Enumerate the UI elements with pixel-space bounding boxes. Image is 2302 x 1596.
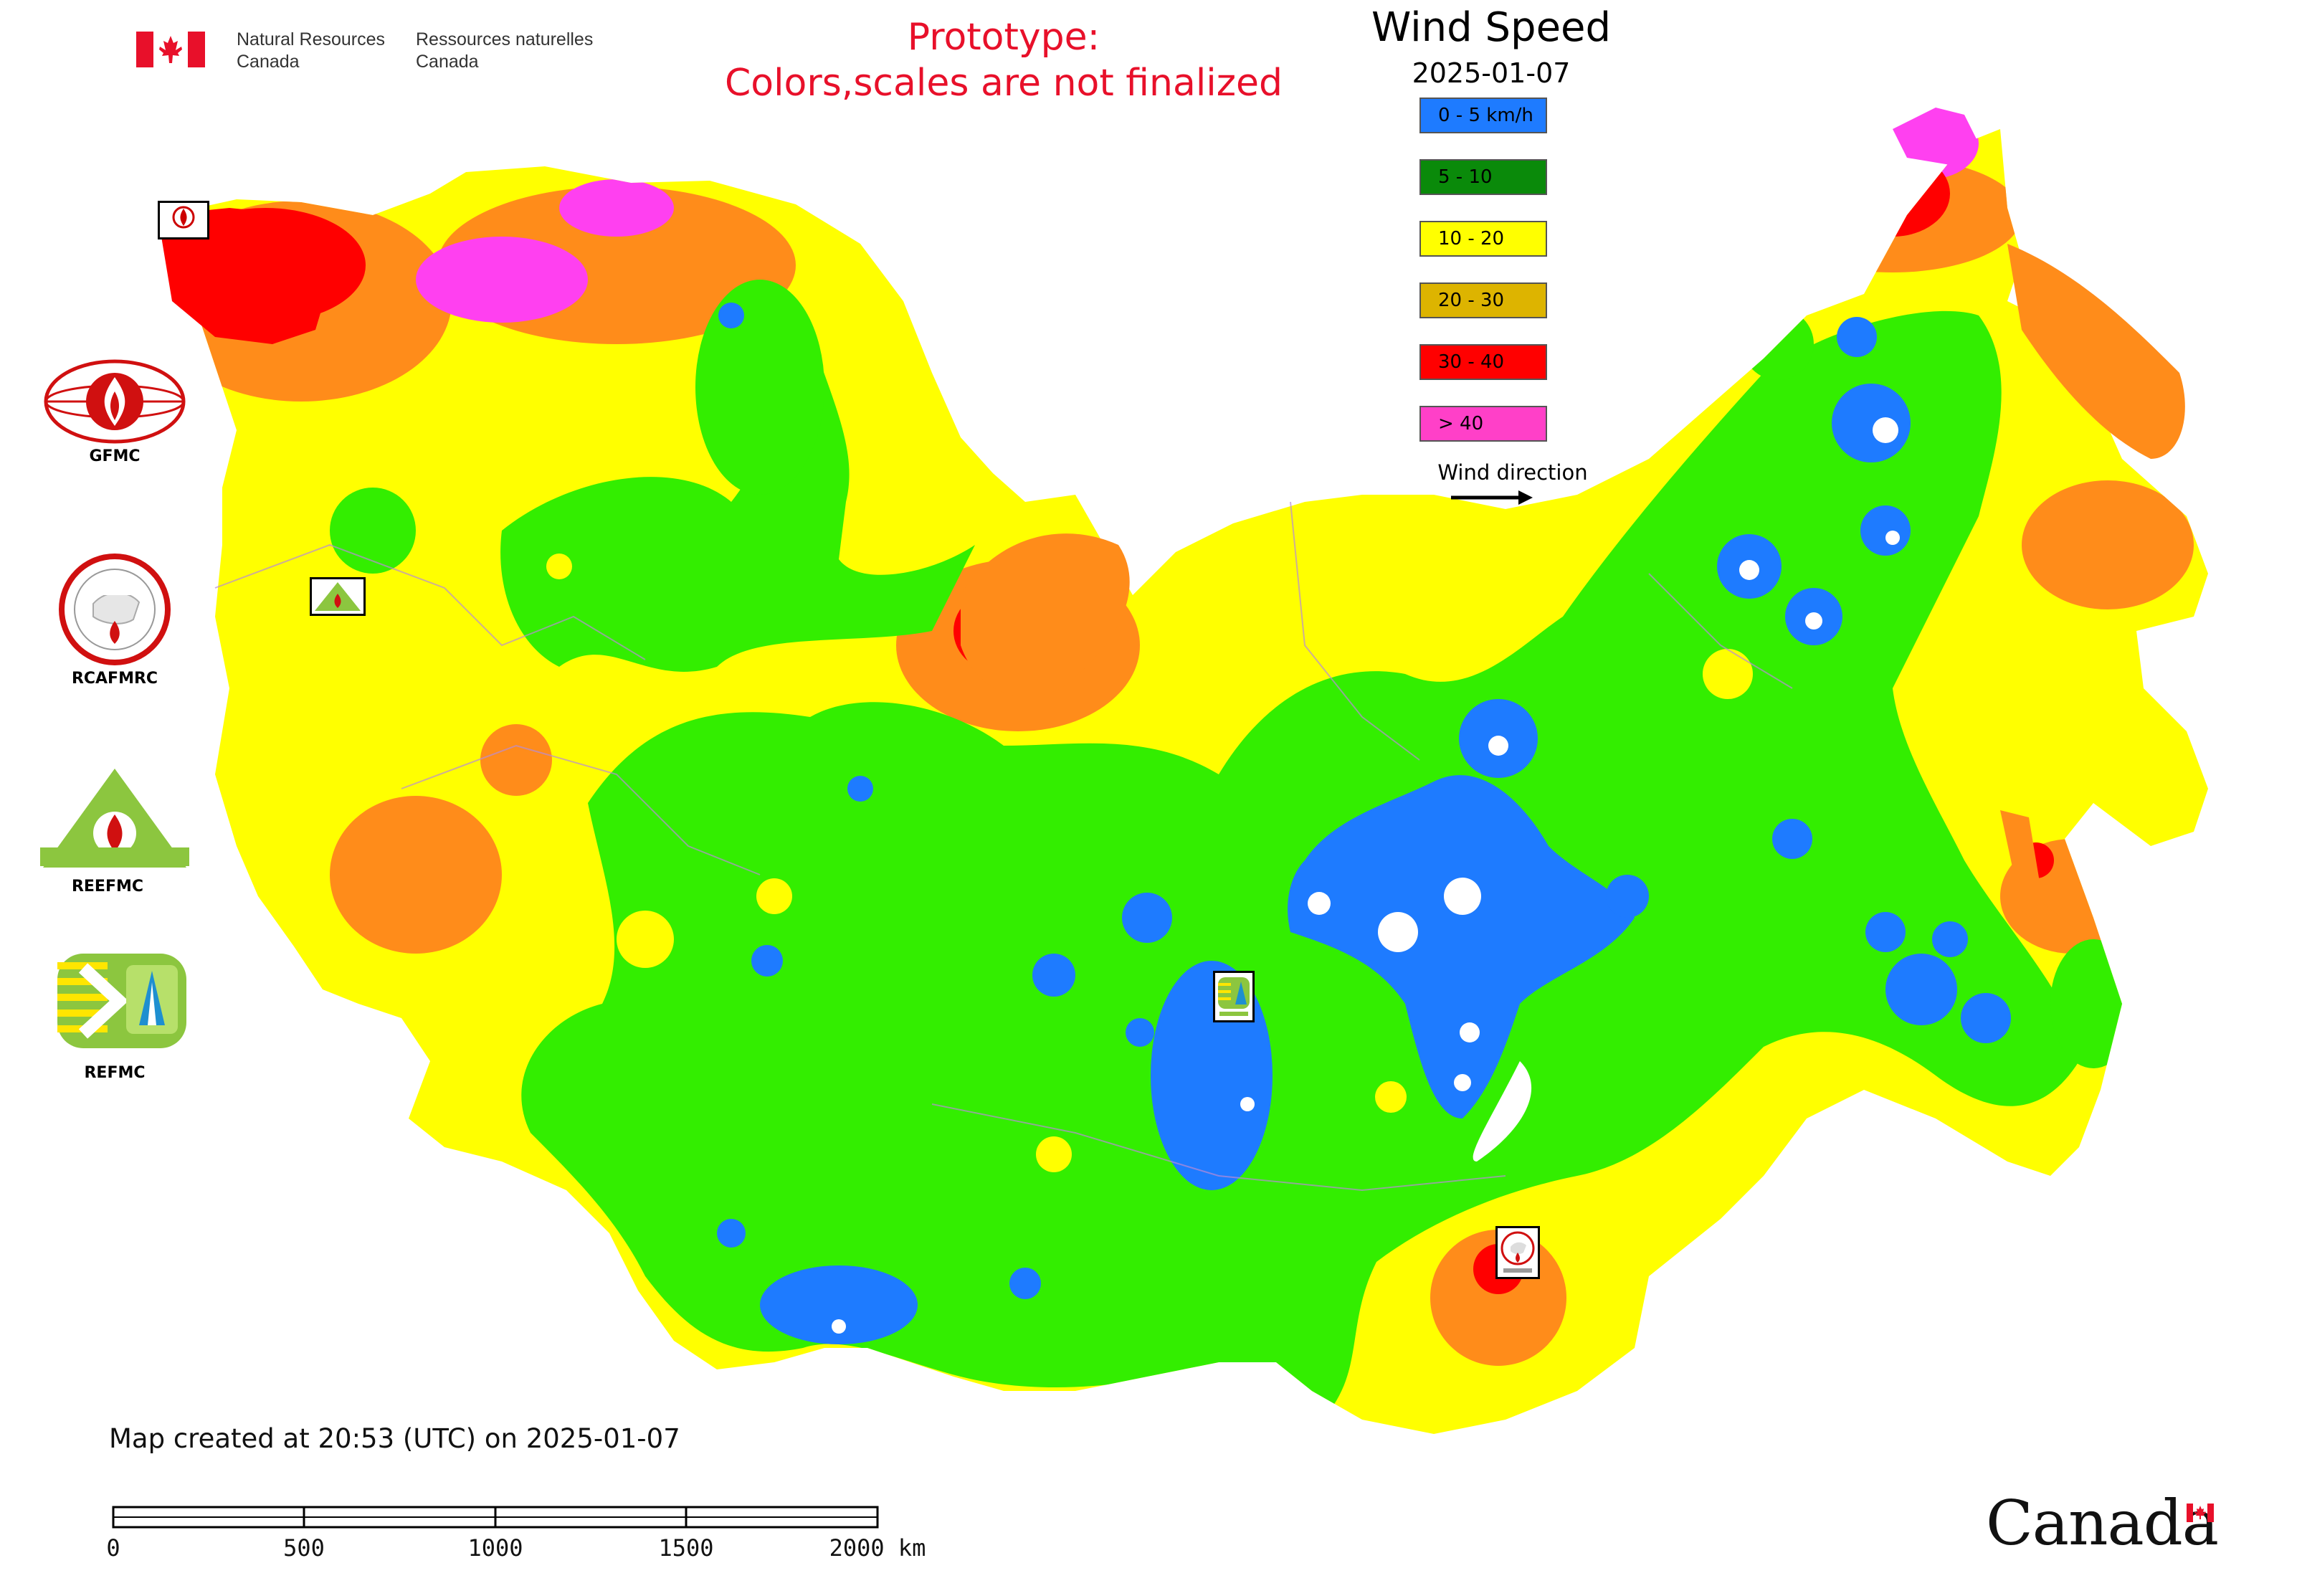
legend-item: 5 - 10 [1419,159,1547,195]
land-kamchatka [2007,244,2185,459]
department-name-fr: Ressources naturelles Canada [416,29,594,72]
zone-moderate-spots [546,554,1753,1172]
canada-wordmark: Canada [1986,1488,2219,1559]
flame-icon [172,206,195,229]
legend-item: 10 - 20 [1419,221,1547,257]
land-scandinavia [158,208,337,344]
canada-flag-icon [136,32,205,67]
gfmc-emblem-icon [44,359,186,444]
scale-tick-0: 0 [106,1534,120,1562]
gfmc-marker-box [158,201,209,239]
scale-tick-1500: 1500 [658,1534,714,1562]
scale-tick-2000: 2000 km [829,1534,926,1562]
legend-item: 30 - 40 [1419,344,1547,380]
rcafmrc-logo: RCAFMRC [43,552,186,695]
legend-item: 20 - 30 [1419,282,1547,318]
zone-calm [717,303,2011,1344]
prototype-line-1: Prototype: [907,16,1100,59]
refmc-label: REFMC [84,1064,146,1082]
scale-tick-1000: 1000 [467,1534,523,1562]
refmc-marker-icon [1218,977,1250,1016]
rcafmrc-marker-icon [1500,1231,1535,1273]
department-name-en: Natural Resources Canada [237,29,386,72]
land-sakhalin [2000,810,2079,946]
gfmc-label: GFMC [89,447,141,465]
prototype-notice: Prototype: Colors,scales are not finaliz… [645,14,1362,106]
scale-bar: 0 500 1000 1500 2000 km [106,1506,926,1563]
land-yamal [961,533,1130,697]
reefmc-marker-icon [315,582,361,611]
reefmc-map-marker [310,577,366,616]
government-signature: Natural Resources Canada Ressources natu… [136,29,624,79]
scale-bar-graphic [112,1506,879,1529]
legend-item: 0 - 5 km/h [1419,98,1547,133]
zone-light [330,280,2136,1406]
wordmark-flag-icon [2187,1504,2214,1522]
map-created-timestamp: Map created at 20:53 (UTC) on 2025-01-07 [109,1423,680,1454]
refmc-emblem-icon [57,954,186,1048]
admin-borders [214,501,1793,1192]
rcafmrc-map-marker [1495,1226,1540,1279]
gfmc-logo: GFMC [43,358,186,473]
prototype-line-2: Colors,scales are not finalized [724,62,1283,105]
scale-tick-500: 500 [283,1534,325,1562]
reefmc-logo: REEFMC [36,767,194,896]
refmc-map-marker [1213,971,1255,1022]
gfmc-marker [158,201,244,244]
legend-title: Wind Speed [1371,4,1612,51]
wind-direction-label: Wind direction [1437,460,1588,485]
legend-item: > 40 [1419,406,1547,442]
refmc-logo: REFMC [43,946,186,1090]
wind-direction-arrow-icon [1451,490,1533,505]
land-chukotka-tip [1893,108,1979,165]
legend-date: 2025-01-07 [1412,57,1571,89]
rcafmrc-emblem-icon [59,554,171,665]
reefmc-label: REEFMC [71,878,144,896]
rcafmrc-label: RCAFMRC [71,670,158,688]
reefmc-emblem-icon [40,769,189,868]
lakes [832,417,1900,1334]
